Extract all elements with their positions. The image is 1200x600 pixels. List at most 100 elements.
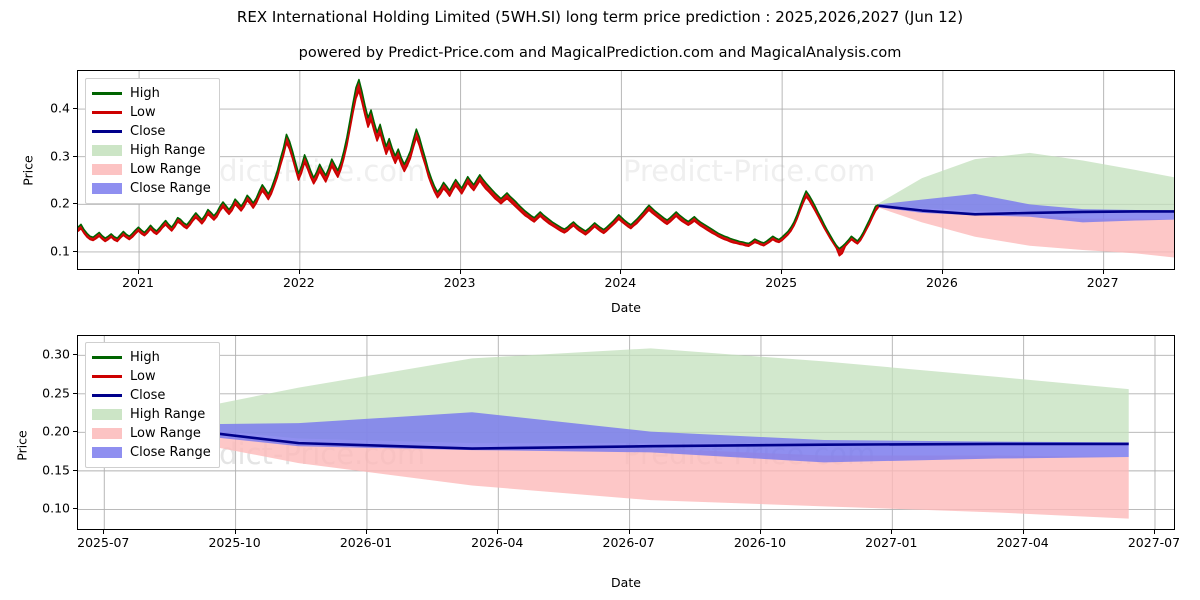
y-axis-tick-mark <box>73 469 77 471</box>
legend-label: Low Range <box>130 162 201 177</box>
legend-swatch-icon <box>92 390 122 402</box>
legend-swatch-icon <box>92 409 122 421</box>
legend-swatch-icon <box>92 447 122 459</box>
x-axis-tick-label: 2026-10 <box>733 535 787 550</box>
legend-label: Low Range <box>130 426 201 441</box>
x-axis-tick-label: 2026-07 <box>602 535 655 550</box>
legend-item-close-range: Close Range <box>92 443 211 462</box>
bottom-chart-bands <box>167 348 1129 519</box>
x-axis-tick-mark <box>103 530 105 534</box>
x-axis-tick-label: 2027 <box>1086 275 1119 290</box>
x-axis-tick-mark <box>781 270 783 274</box>
y-axis-tick-label: 0.10 <box>42 500 70 516</box>
x-axis-tick-mark <box>628 530 630 534</box>
legend-swatch-icon <box>92 126 122 138</box>
legend-item-close: Close <box>92 122 211 141</box>
bottom-chart-xlabel: Date <box>611 575 641 590</box>
x-axis-tick-mark <box>365 530 367 534</box>
legend-swatch-icon <box>92 371 122 383</box>
legend-item-high-range: High Range <box>92 405 211 424</box>
legend-item-close-range: Close Range <box>92 179 211 198</box>
x-axis-tick-mark <box>620 270 622 274</box>
x-axis-tick-label: 2023 <box>443 275 476 290</box>
legend-item-close: Close <box>92 386 211 405</box>
x-axis-tick-label: 2025-07 <box>77 535 130 550</box>
top-chart-bands <box>878 152 1174 258</box>
top-chart-panel: Price Date Predict-Price.com Predict-Pri… <box>21 70 1175 315</box>
page-title: REX International Holding Limited (5WH.S… <box>236 8 964 26</box>
bottom-chart-lines <box>167 426 1129 450</box>
legend-item-high-range: High Range <box>92 141 211 160</box>
y-axis-tick-mark <box>73 203 77 205</box>
y-axis-tick-label: 0.30 <box>42 346 70 362</box>
legend-swatch-icon <box>92 164 122 176</box>
top-chart-legend: High Low Close High Range Low Range Close Ran… <box>85 78 220 204</box>
legend-item-low-range: Low Range <box>92 160 211 179</box>
legend-item-low-range: Low Range <box>92 424 211 443</box>
legend-label: Close <box>130 124 166 139</box>
x-axis-tick-label: 2022 <box>282 275 315 290</box>
y-axis-tick-mark <box>73 431 77 433</box>
legend-label: High <box>130 350 160 365</box>
legend-label: Low <box>130 369 156 384</box>
legend-swatch-icon <box>92 352 122 364</box>
x-axis-tick-label: 2025 <box>765 275 798 290</box>
legend-item-high: High <box>92 84 211 103</box>
legend-label: High Range <box>130 143 206 158</box>
legend-swatch-icon <box>92 428 122 440</box>
y-axis-tick-mark <box>73 250 77 252</box>
y-axis-tick-label: 0.3 <box>50 148 70 164</box>
x-axis-tick-label: 2025-10 <box>208 535 261 550</box>
legend-label: Close Range <box>130 445 211 460</box>
page-subtitle: powered by Predict-Price.com and Magical… <box>298 45 902 61</box>
legend-item-low: Low <box>92 103 211 122</box>
watermark-text: Predict-Price.com <box>623 154 875 188</box>
x-axis-tick-label: 2026-01 <box>339 535 393 550</box>
legend-swatch-icon <box>92 88 122 100</box>
legend-swatch-icon <box>92 183 122 195</box>
legend-label: Close <box>130 388 166 403</box>
top-chart-plot-area: Predict-Price.com Predict-Price.com Pred… <box>77 70 1175 270</box>
legend-item-low: Low <box>92 367 211 386</box>
x-axis-tick-mark <box>891 530 893 534</box>
x-axis-tick-label: 2021 <box>122 275 154 290</box>
x-axis-tick-mark <box>759 530 761 534</box>
x-axis-tick-label: 2024 <box>604 275 637 290</box>
top-chart-xlabel: Date <box>611 300 641 315</box>
x-axis-tick-mark <box>1153 530 1155 534</box>
y-axis-tick-mark <box>73 155 77 157</box>
watermark-text: Predict-Price.com <box>173 266 425 270</box>
y-axis-tick-mark <box>73 392 77 394</box>
y-axis-tick-label: 0.25 <box>42 385 70 401</box>
x-axis-tick-label: 2026-04 <box>471 535 524 550</box>
legend-label: Close Range <box>130 181 211 196</box>
bottom-chart-plot-area: Predict-Price.com Predict-Price.com <box>77 335 1175 530</box>
y-axis-tick-mark <box>73 508 77 510</box>
top-chart-lines <box>78 78 1174 257</box>
y-axis-tick-label: 0.2 <box>50 195 70 211</box>
top-chart-svg: Predict-Price.com Predict-Price.com Pred… <box>78 71 1174 270</box>
bottom-chart-legend: High Low Close High Range Low Range Close Ran… <box>85 342 220 468</box>
legend-label: Low <box>130 105 156 120</box>
watermark-text: Predict-Price.com <box>623 266 875 270</box>
x-axis-tick-label: 2027-04 <box>996 535 1049 550</box>
x-axis-tick-label: 2027-01 <box>865 535 918 550</box>
x-axis-tick-mark <box>1022 530 1024 534</box>
y-axis-tick-label: 0.15 <box>42 462 70 478</box>
x-axis-tick-label: 2027-07 <box>1127 535 1181 550</box>
x-axis-tick-label: 2026 <box>925 275 958 290</box>
x-axis-tick-mark <box>941 270 943 274</box>
x-axis-tick-mark <box>234 530 236 534</box>
x-axis-tick-mark <box>138 270 140 274</box>
legend-label: High Range <box>130 407 206 422</box>
legend-item-high: High <box>92 348 211 367</box>
x-axis-tick-mark <box>497 530 499 534</box>
legend-swatch-icon <box>92 145 122 157</box>
y-axis-tick-mark <box>73 108 77 110</box>
bottom-chart-svg: Predict-Price.com Predict-Price.com <box>78 336 1174 529</box>
legend-label: High <box>130 86 160 101</box>
x-axis-tick-mark <box>1102 270 1104 274</box>
y-axis-tick-mark <box>73 354 77 356</box>
x-axis-tick-mark <box>459 270 461 274</box>
y-axis-tick-label: 0.20 <box>42 423 70 439</box>
